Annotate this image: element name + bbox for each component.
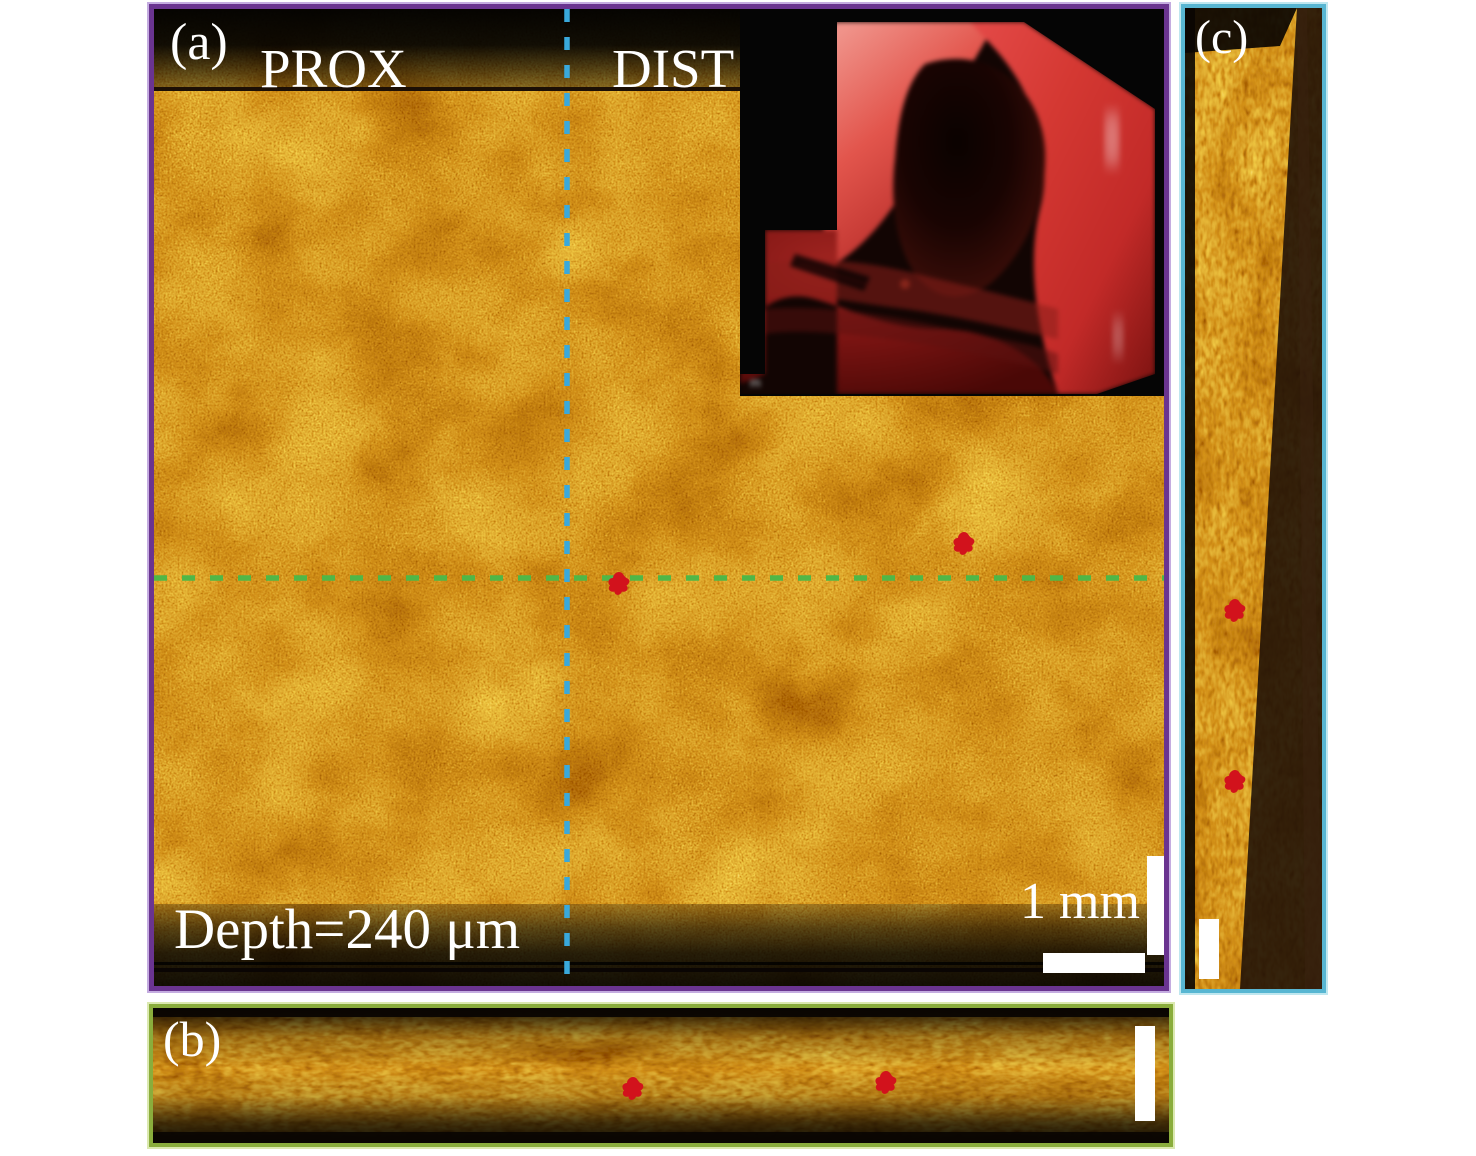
svg-text:m: m [750, 375, 761, 390]
